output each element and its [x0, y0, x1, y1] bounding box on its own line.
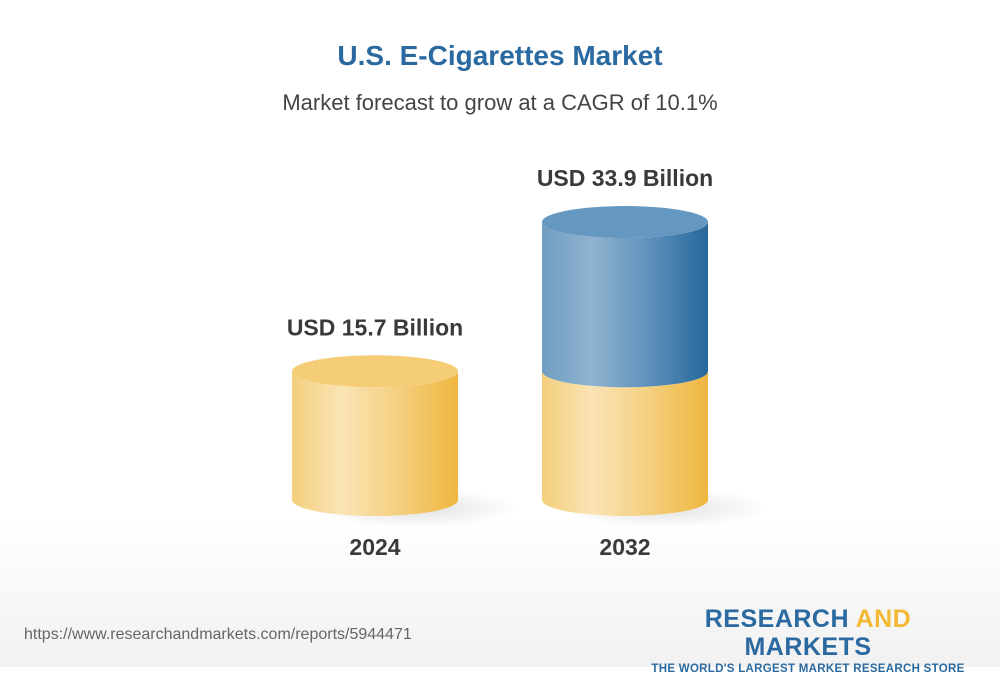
category-label: 2024: [349, 534, 400, 560]
research-and-markets-logo: RESEARCH AND MARKETS THE WORLD'S LARGEST…: [640, 605, 976, 675]
logo-text: MARKETS: [744, 633, 872, 661]
data-label: USD 15.7 Billion: [287, 314, 463, 340]
cylinder-base-segment: [292, 371, 458, 516]
logo-text: RESEARCH: [704, 605, 856, 633]
logo-text: AND: [855, 605, 912, 633]
cylinder-base-segment: [542, 371, 708, 516]
report-url[interactable]: https://www.researchandmarkets.com/repor…: [24, 626, 412, 643]
cylinder-chart: USD 15.7 Billion 2024 USD 33.9 Billion 2032: [287, 165, 768, 560]
chart-subtitle: Market forecast to grow at a CAGR of 10.…: [282, 90, 718, 115]
cylinder-top: [542, 206, 708, 239]
cylinder-growth-segment: [542, 222, 708, 388]
chart-title: U.S. E-Cigarettes Market: [337, 40, 663, 71]
logo-tagline: THE WORLD'S LARGEST MARKET RESEARCH STOR…: [651, 663, 965, 675]
data-label: USD 33.9 Billion: [537, 165, 713, 191]
category-label: 2032: [599, 534, 650, 560]
cylinder-top: [292, 355, 458, 388]
